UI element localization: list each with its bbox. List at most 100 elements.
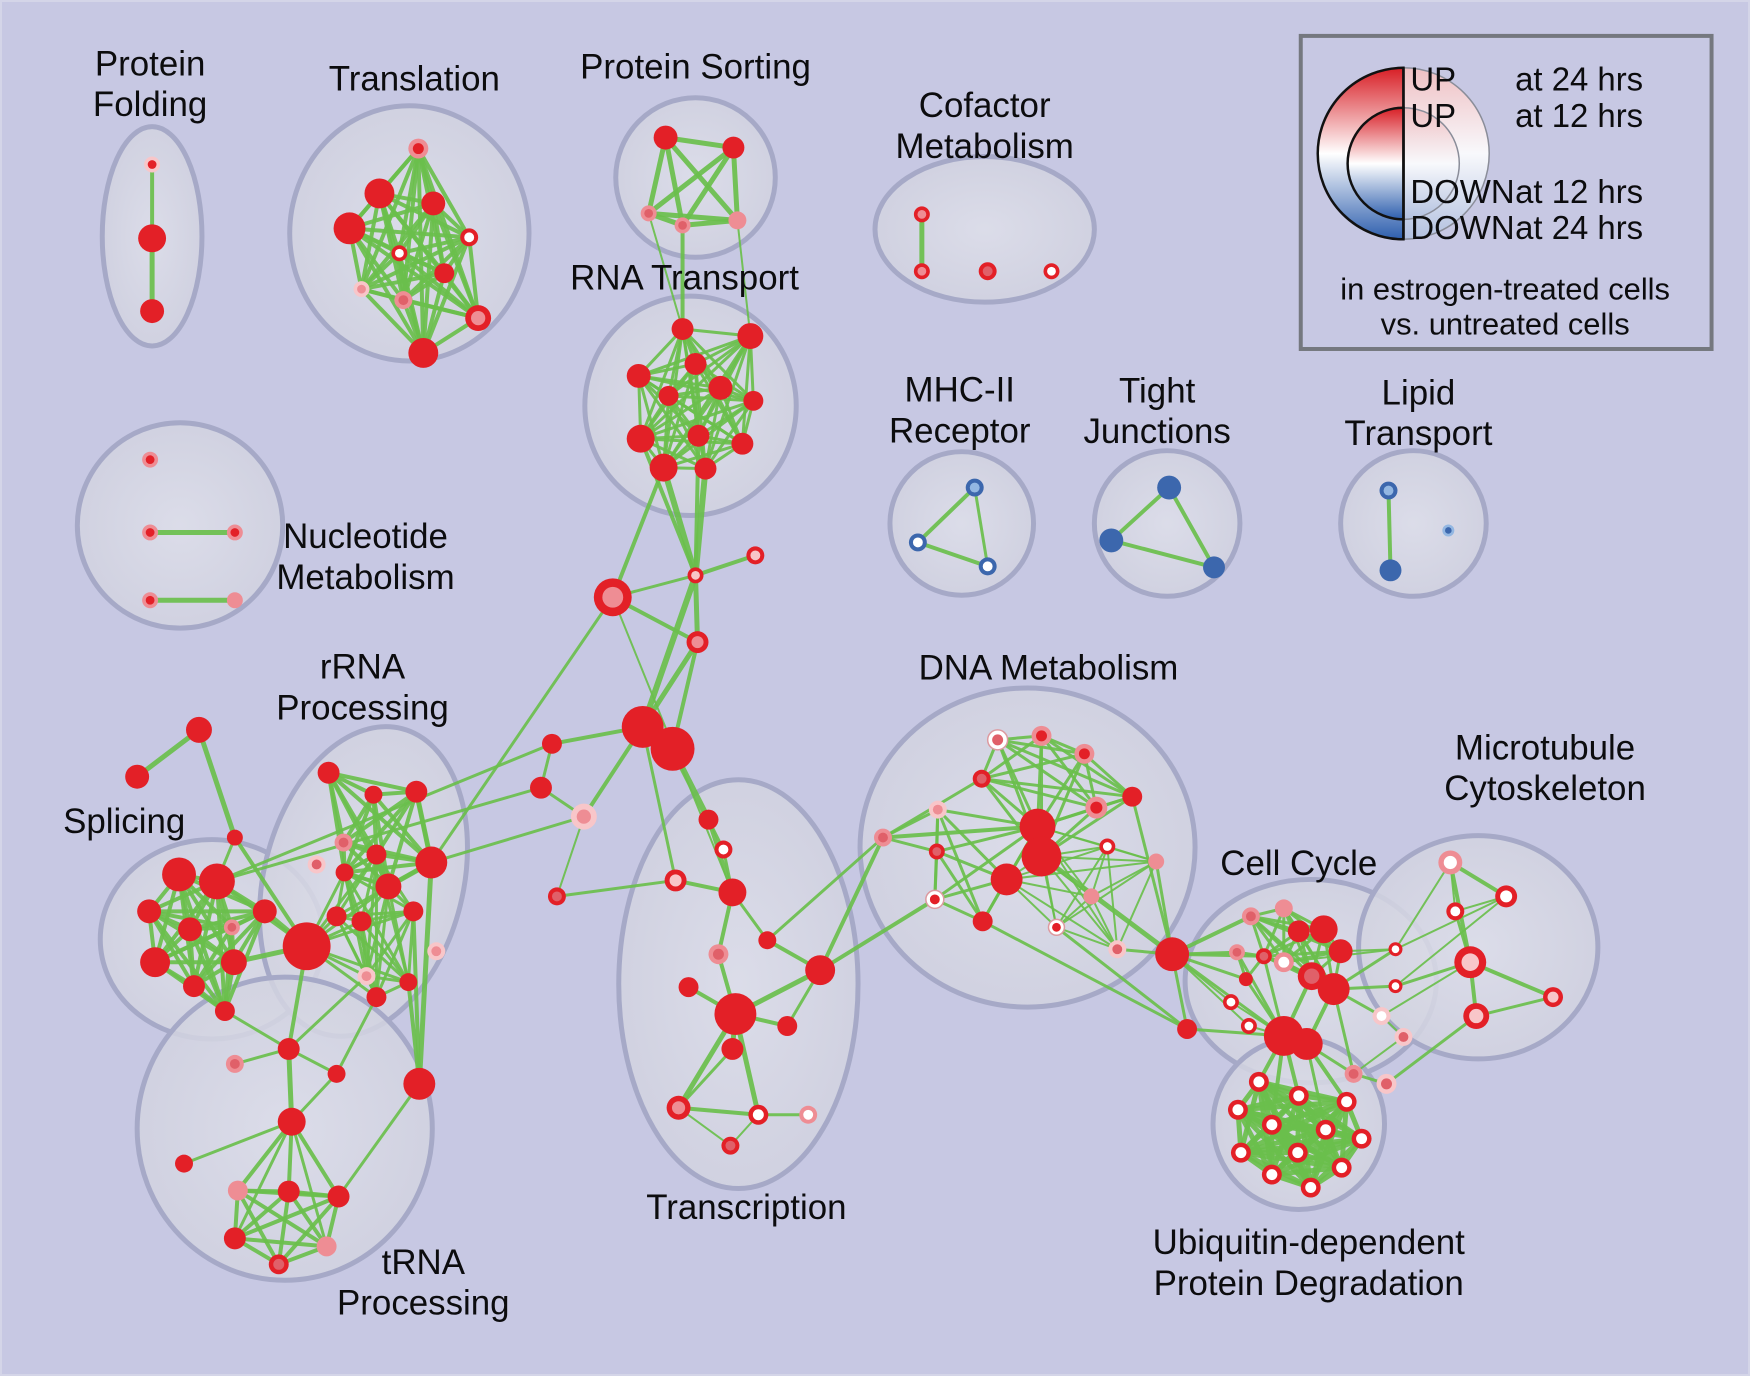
network-node <box>799 1105 818 1124</box>
svg-text:Processing: Processing <box>276 688 449 727</box>
network-node <box>405 780 428 803</box>
network-edge <box>177 872 236 965</box>
network-edge <box>1130 795 1174 956</box>
network-edge <box>1269 1165 1345 1178</box>
network-node <box>138 224 167 253</box>
network-edge <box>973 486 990 568</box>
network-edge <box>936 808 985 923</box>
legend-direction-0: UP <box>1410 60 1456 97</box>
network-node <box>142 524 159 541</box>
network-edge <box>676 1105 761 1117</box>
legend-time-0: at 24 hrs <box>1515 60 1643 97</box>
network-node <box>1021 836 1062 877</box>
network-edge <box>1055 926 1119 951</box>
svg-text:Transcription: Transcription <box>646 1188 846 1227</box>
network-edge <box>1235 1099 1350 1113</box>
network-node <box>978 262 997 281</box>
network-edge <box>416 146 426 355</box>
network-edge <box>818 835 885 973</box>
network-node <box>1297 962 1326 991</box>
network-node <box>465 305 492 332</box>
network-node <box>1372 1007 1391 1026</box>
network-node <box>541 733 562 754</box>
network-node <box>252 899 277 924</box>
svg-text:MHC-II: MHC-II <box>905 370 1015 409</box>
network-node <box>1261 1114 1282 1135</box>
network-edge <box>555 878 678 898</box>
network-edge <box>397 235 472 256</box>
network-node <box>928 843 945 860</box>
network-edge <box>233 1120 294 1240</box>
network-node <box>698 809 719 830</box>
network-node <box>1155 937 1190 972</box>
network-edge <box>397 251 481 321</box>
network-edge <box>980 777 1134 799</box>
network-node <box>1255 948 1272 965</box>
network-node <box>178 917 202 942</box>
network-edge <box>703 334 752 471</box>
network-node <box>142 451 159 468</box>
network-node <box>925 889 945 910</box>
network-edge <box>235 1119 294 1193</box>
svg-text:Folding: Folding <box>93 85 207 124</box>
svg-text:RNA Transport: RNA Transport <box>570 259 799 298</box>
svg-text:Cytoskeleton: Cytoskeleton <box>1444 769 1646 808</box>
svg-text:Protein: Protein <box>95 44 206 83</box>
network-node <box>317 761 340 784</box>
network-edge <box>996 738 1098 810</box>
network-node <box>1274 899 1293 918</box>
network-edge <box>660 464 699 579</box>
network-node <box>674 217 691 234</box>
network-node <box>1031 725 1052 746</box>
network-node <box>1388 979 1403 994</box>
network-node <box>391 245 408 262</box>
network-node <box>1074 743 1095 764</box>
network-edge <box>1474 995 1555 1018</box>
network-edge <box>467 235 481 321</box>
network-edge <box>360 919 378 999</box>
network-node <box>1240 1018 1257 1034</box>
network-node <box>687 567 704 584</box>
network-node <box>746 546 765 565</box>
network-node <box>666 1095 691 1120</box>
network-edge <box>693 553 758 578</box>
network-node <box>1230 1142 1251 1163</box>
legend-time-3: at 24 hrs <box>1515 209 1643 246</box>
network-node <box>728 211 747 230</box>
network-node <box>1351 1128 1372 1149</box>
network-node <box>978 557 997 576</box>
network-edge <box>1040 855 1119 951</box>
svg-text:Junctions: Junctions <box>1084 412 1231 451</box>
svg-text:Receptor: Receptor <box>889 411 1031 450</box>
network-node <box>1177 1019 1198 1039</box>
network-node <box>327 1185 350 1208</box>
network-node <box>226 592 243 609</box>
network-node <box>1148 853 1165 870</box>
network-node <box>175 1154 193 1173</box>
cluster-tight-junctions <box>1091 448 1243 599</box>
network-edge <box>188 909 267 932</box>
network-node <box>364 178 395 209</box>
network-node <box>415 846 448 879</box>
network-edge <box>191 925 234 989</box>
network-edge <box>1386 488 1393 573</box>
network-node <box>1157 475 1182 500</box>
network-edge <box>182 1120 294 1166</box>
network-edge <box>1090 845 1109 898</box>
network-node <box>144 156 161 173</box>
network-node <box>731 432 754 455</box>
svg-text:Protein Degradation: Protein Degradation <box>1154 1264 1464 1303</box>
network-node <box>913 206 930 223</box>
network-node <box>714 840 733 859</box>
network-nodes <box>125 125 1563 1275</box>
network-edge <box>429 815 586 864</box>
network-node <box>626 424 655 453</box>
network-edge <box>416 859 434 1087</box>
network-node <box>307 855 326 874</box>
network-node <box>220 949 247 976</box>
network-node <box>650 726 695 771</box>
svg-text:Tight: Tight <box>1119 371 1196 410</box>
network-edge <box>232 1189 291 1241</box>
network-node <box>1317 973 1350 1006</box>
